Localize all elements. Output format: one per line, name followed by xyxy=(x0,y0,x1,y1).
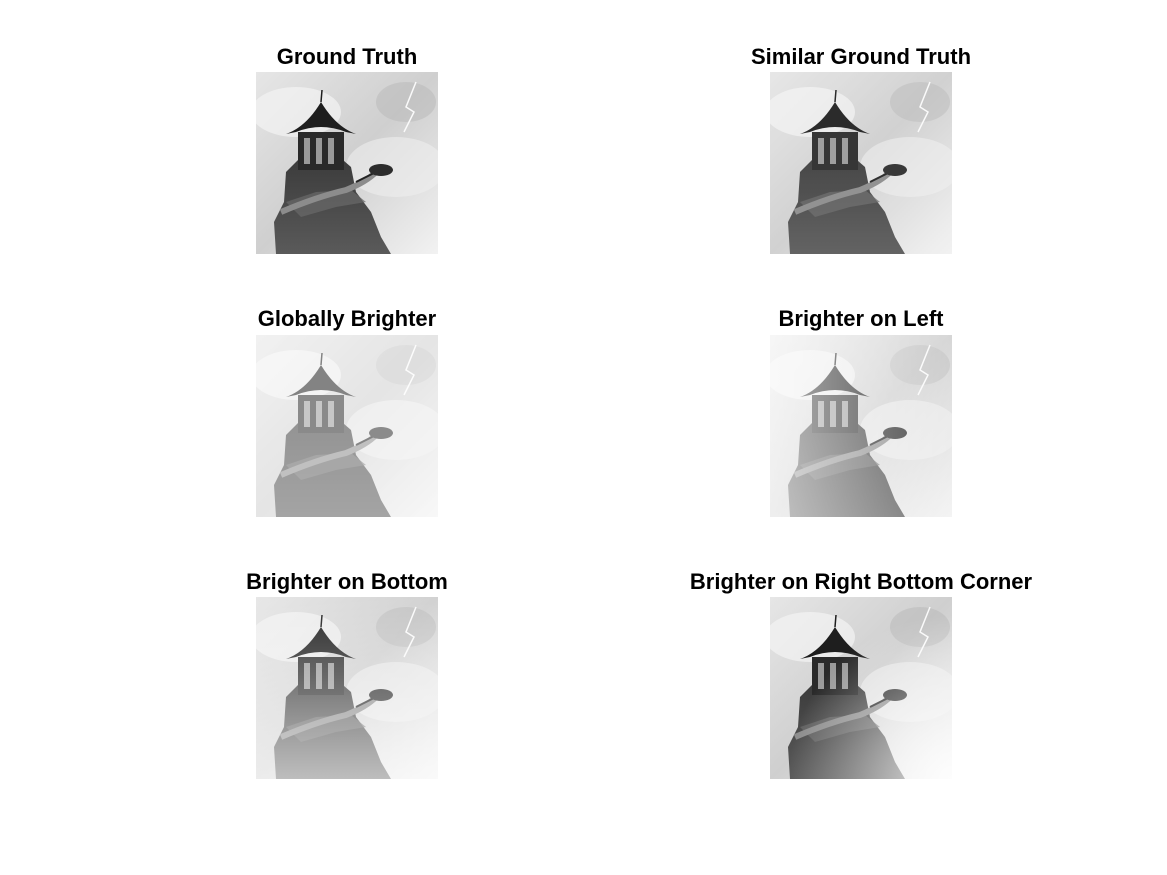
image-similar-ground-truth xyxy=(770,72,952,254)
panel-title-brighter-on-bottom: Brighter on Bottom xyxy=(246,569,448,594)
image-brighter-on-bottom xyxy=(256,597,438,779)
panel-title-brighter-on-left: Brighter on Left xyxy=(778,306,944,331)
image-brighter-on-left xyxy=(770,335,952,517)
panel-title-ground-truth: Ground Truth xyxy=(276,44,418,69)
image-brighter-on-right-bottom-corner xyxy=(770,597,952,779)
image-ground-truth xyxy=(256,72,438,254)
panel-title-similar-ground-truth: Similar Ground Truth xyxy=(750,44,972,69)
panel-title-brighter-on-right-bottom-corner: Brighter on Right Bottom Corner xyxy=(689,569,1033,594)
image-globally-brighter xyxy=(256,335,438,517)
panel-title-globally-brighter: Globally Brighter xyxy=(257,306,437,331)
